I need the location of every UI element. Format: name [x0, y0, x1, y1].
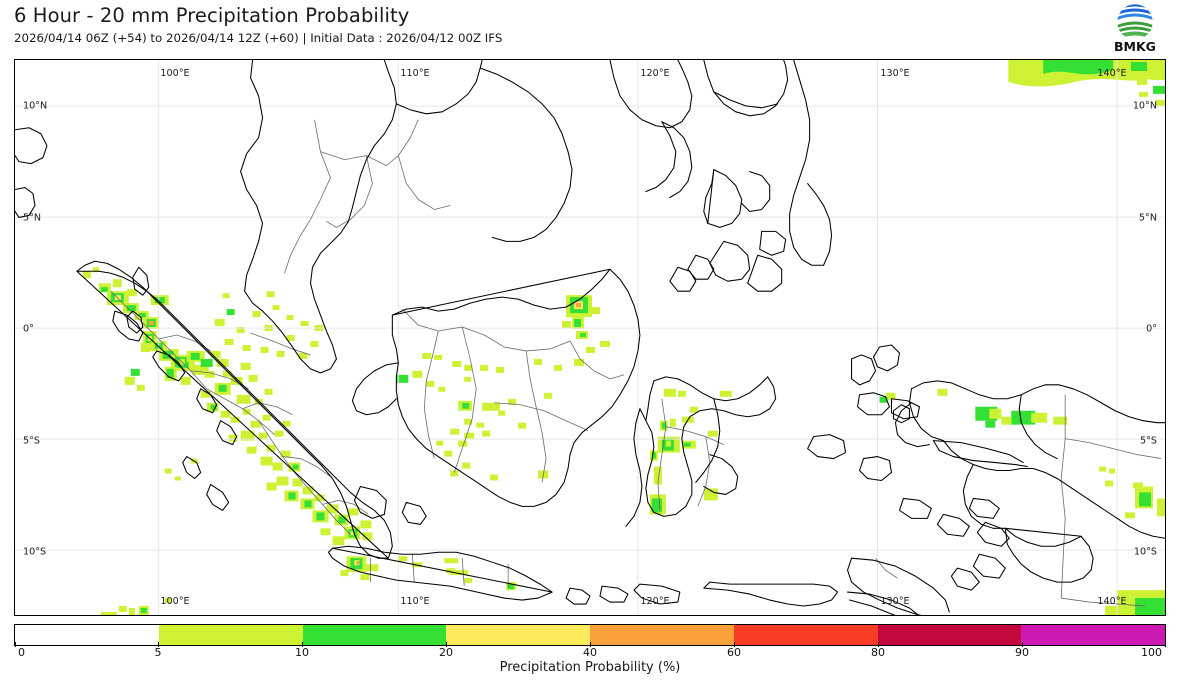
- colorbar-segment-10-20: [302, 625, 447, 645]
- precip-cluster-papua: [879, 388, 1165, 519]
- colorbar-tickmark-5: [158, 642, 159, 647]
- precip-cluster-north-borneo: [562, 295, 610, 353]
- precip-band-north-pacific: [1008, 60, 1165, 106]
- map-plot-area[interactable]: 10°N 5°N 0° 5°S 10°S 10°N 5°N 0° 5°S 10°…: [14, 59, 1166, 616]
- colorbar-segment-60-80: [733, 625, 878, 645]
- colorbar-tick-20: 20: [439, 646, 453, 659]
- colorbar-tick-10: 10: [295, 646, 309, 659]
- colorbar-tickmark-0: [15, 642, 16, 647]
- precip-cluster-indian-ocean: [100, 598, 172, 615]
- precip-cluster-peninsula: [214, 291, 324, 359]
- precipitation-layer: [82, 60, 1165, 615]
- precip-patch-southeast: [1105, 590, 1165, 615]
- colorbar-segment-0-5: [15, 625, 159, 645]
- coastlines: [15, 60, 1165, 615]
- colorbar-tickmark-80: [878, 642, 879, 647]
- colorbar-segment-80-90: [877, 625, 1022, 645]
- colorbar-tick-0: 0: [18, 646, 25, 659]
- page-title: 6 Hour - 20 mm Precipitation Probability: [14, 4, 410, 27]
- colorbar-segment-5-10: [158, 625, 303, 645]
- colorbar-tickmark-60: [734, 642, 735, 647]
- colorbar-tick-40: 40: [583, 646, 597, 659]
- colorbar-segment-90-100: [1021, 625, 1165, 645]
- precip-cluster-java: [340, 556, 517, 591]
- admin-boundaries: [110, 119, 1162, 607]
- header: 6 Hour - 20 mm Precipitation Probability…: [14, 4, 502, 46]
- colorbar-title: Precipitation Probability (%): [499, 660, 681, 675]
- colorbar-tickmark-10: [302, 642, 303, 647]
- colorbar-segment-40-60: [590, 625, 734, 645]
- colorbar-tickmark-20: [446, 642, 447, 647]
- graticule: [15, 60, 1165, 615]
- colorbar-segment-20-40: [446, 625, 590, 645]
- logo-text: BMKG: [1114, 39, 1156, 54]
- precip-cluster-sulawesi: [649, 388, 732, 515]
- colorbar-tick-100: 100: [1141, 646, 1162, 659]
- colorbar-tick-60: 60: [727, 646, 741, 659]
- colorbar-tick-80: 80: [871, 646, 885, 659]
- colorbar-tick-5: 5: [154, 646, 162, 659]
- colorbar-tick-90: 90: [1015, 646, 1029, 659]
- map-canvas: [15, 60, 1165, 615]
- colorbar-ticks: 0 5 10 20 40 60 80 90 100: [14, 642, 1166, 662]
- colorbar-tickmark-90: [1022, 642, 1023, 647]
- bmkg-logo: BMKG: [1100, 2, 1170, 54]
- page-subtitle: 2026/04/14 06Z (+54) to 2026/04/14 12Z (…: [14, 31, 503, 45]
- colorbar-tickmark-40: [590, 642, 591, 647]
- precip-cluster-kalimantan: [396, 352, 585, 481]
- precip-cluster-sumatra: [82, 267, 373, 546]
- colorbar-tickmark-100: [1165, 642, 1166, 647]
